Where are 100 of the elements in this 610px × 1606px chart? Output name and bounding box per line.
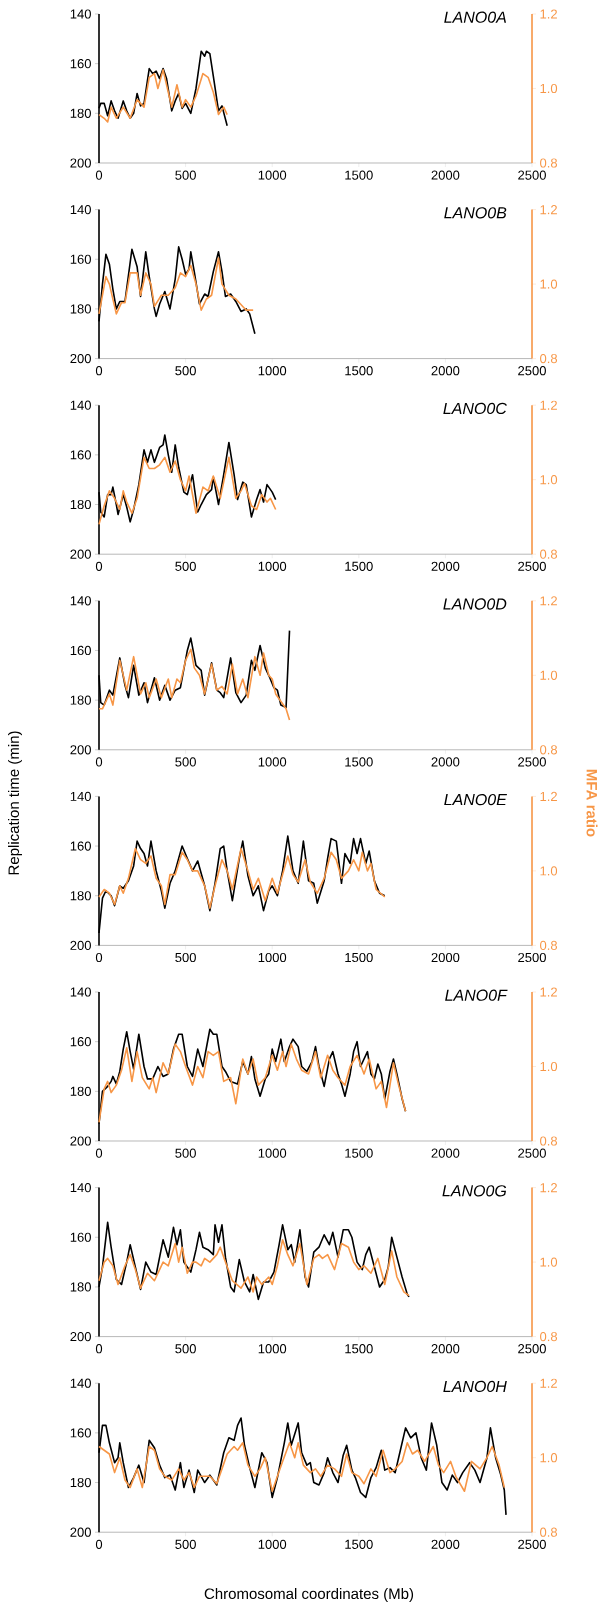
x-tick-label: 500 xyxy=(175,561,196,571)
y2-tick-label: 1.2 xyxy=(540,987,557,997)
x-tick-label: 1000 xyxy=(258,757,287,767)
x-tick-label: 500 xyxy=(175,1148,196,1158)
x-tick-label: 2500 xyxy=(518,561,546,571)
x-axis-title: Chromosomal coordinates (Mb) xyxy=(204,1588,414,1602)
y-tick-label: 160 xyxy=(70,59,91,69)
y-tick-label: 160 xyxy=(70,1037,91,1047)
x-tick-label: 1500 xyxy=(345,366,373,376)
y2-tick-label: 1.2 xyxy=(540,205,557,215)
x-tick-label: 2500 xyxy=(518,170,546,180)
x-tick-label: 0 xyxy=(95,366,103,376)
x-tick-label: 2000 xyxy=(431,757,460,767)
y-tick-label: 140 xyxy=(70,1183,91,1193)
x-tick-label: 1500 xyxy=(345,1539,373,1549)
y-tick-label: 160 xyxy=(70,645,91,656)
x-tick-label: 1000 xyxy=(258,366,287,376)
y2-tick-label: 1.0 xyxy=(540,866,558,876)
y-tick-label: 200 xyxy=(70,1332,91,1342)
y-tick-label: 180 xyxy=(70,1086,91,1096)
y2-tick-label: 0.8 xyxy=(540,745,558,755)
y-tick-label: 180 xyxy=(70,1477,91,1488)
y2-tick-label: 0.8 xyxy=(540,1331,558,1342)
y2-tick-label: 1.0 xyxy=(540,279,558,289)
y-tick-label: 200 xyxy=(70,940,91,950)
line-series xyxy=(98,456,277,526)
x-tick-label: 1500 xyxy=(345,757,373,767)
x-tick-label: 2500 xyxy=(518,1148,546,1158)
x-tick-label: 2500 xyxy=(518,1344,546,1354)
y2-tick-label: 0.8 xyxy=(540,549,558,559)
x-tick-label: 2000 xyxy=(431,561,460,571)
line-series xyxy=(98,1043,407,1124)
x-tick-label: 500 xyxy=(175,952,196,963)
x-tick-label: 1500 xyxy=(345,170,373,180)
x-tick-label: 1000 xyxy=(258,1539,287,1549)
y-tick-label: 140 xyxy=(70,987,91,997)
x-tick-label: 0 xyxy=(95,1344,103,1354)
y-tick-label: 200 xyxy=(70,1136,91,1146)
y2-tick-label: 1.0 xyxy=(540,83,558,94)
y2-tick-label: 1.2 xyxy=(540,1183,557,1193)
y-tick-label: 140 xyxy=(70,596,91,606)
y2-tick-label: 1.0 xyxy=(540,1257,558,1267)
x-tick-label: 2000 xyxy=(431,366,460,376)
y-tick-label: 180 xyxy=(70,108,91,118)
y-tick-label: 160 xyxy=(70,1232,91,1242)
y-tick-label: 180 xyxy=(70,304,91,314)
y-tick-label: 160 xyxy=(70,254,91,264)
y2-tick-label: 1.2 xyxy=(540,9,557,19)
x-tick-label: 1000 xyxy=(258,170,287,180)
y-tick-label: 140 xyxy=(70,400,91,410)
x-tick-label: 2500 xyxy=(518,366,546,376)
x-tick-label: 2000 xyxy=(431,1539,460,1549)
y-tick-label: 160 xyxy=(70,841,91,851)
x-tick-label: 2500 xyxy=(518,1539,546,1549)
x-tick-label: 500 xyxy=(175,366,196,376)
x-tick-label: 2000 xyxy=(431,1344,460,1354)
chart-title: LANO0D xyxy=(443,598,507,610)
line-series xyxy=(98,1238,410,1297)
chart-title: LANO0E xyxy=(444,793,507,806)
x-tick-label: 500 xyxy=(175,1539,196,1549)
x-tick-label: 0 xyxy=(95,952,103,963)
x-tick-label: 1000 xyxy=(258,1344,287,1354)
x-tick-label: 2000 xyxy=(431,952,460,963)
y2-tick-label: 0.8 xyxy=(540,1527,558,1537)
y-tick-label: 140 xyxy=(70,791,91,801)
y2-tick-label: 1.0 xyxy=(540,1061,558,1072)
x-tick-label: 500 xyxy=(175,757,196,767)
line-series xyxy=(98,69,228,123)
y2-tick-label: 1.2 xyxy=(540,1378,557,1388)
x-tick-label: 1000 xyxy=(258,561,287,571)
x-tick-label: 2500 xyxy=(518,952,546,963)
y2-tick-label: 0.8 xyxy=(540,353,558,364)
y-tick-label: 140 xyxy=(70,9,91,19)
x-tick-label: 0 xyxy=(95,561,103,571)
y-tick-label: 180 xyxy=(70,1282,91,1292)
y2-tick-label: 1.2 xyxy=(540,596,557,606)
y-tick-label: 200 xyxy=(70,549,91,559)
x-tick-label: 0 xyxy=(95,1539,103,1549)
y2-tick-label: 1.0 xyxy=(540,475,558,485)
x-tick-label: 1500 xyxy=(345,1148,373,1158)
x-tick-label: 0 xyxy=(95,1148,103,1158)
y-tick-label: 160 xyxy=(70,1428,91,1438)
x-tick-label: 500 xyxy=(175,170,196,180)
y-tick-label: 180 xyxy=(70,891,91,901)
y-tick-label: 200 xyxy=(70,353,91,364)
x-tick-label: 1500 xyxy=(345,952,373,963)
chart-title: LANO0H xyxy=(443,1380,507,1393)
x-tick-label: 1500 xyxy=(345,561,373,571)
y2-tick-label: 1.0 xyxy=(540,1453,558,1463)
chart-title: LANO0B xyxy=(444,207,507,219)
x-tick-label: 0 xyxy=(95,170,103,180)
x-tick-label: 1000 xyxy=(258,952,287,963)
y-tick-label: 180 xyxy=(70,695,91,705)
y2-tick-label: 1.2 xyxy=(540,400,557,410)
y2-tick-label: 1.2 xyxy=(540,791,557,801)
x-tick-label: 500 xyxy=(175,1344,196,1354)
chart-title: LANO0A xyxy=(444,11,506,23)
y-tick-label: 160 xyxy=(70,450,91,460)
x-tick-label: 1000 xyxy=(258,1148,287,1158)
chart-title: LANO0C xyxy=(443,402,507,415)
